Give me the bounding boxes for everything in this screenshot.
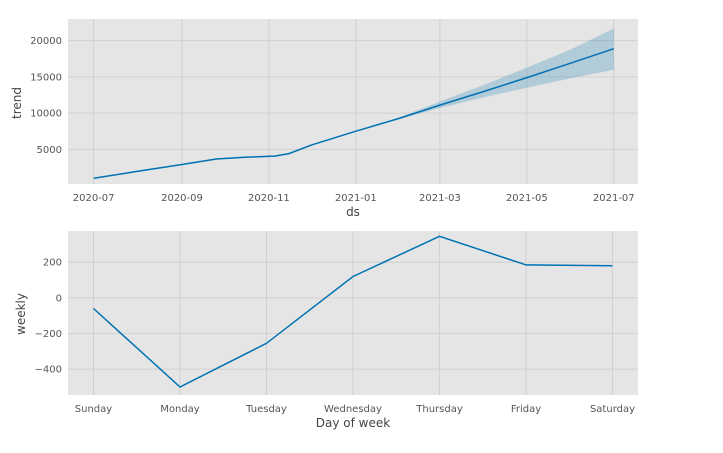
trend-y-tick-label: 20000: [30, 36, 62, 47]
trend-y-tick-label: 5000: [37, 145, 62, 156]
weekly-x-tick-label: Saturday: [590, 404, 635, 415]
trend-x-tick-label: 2020-11: [248, 193, 290, 204]
weekly-x-tick-label: Thursday: [415, 404, 463, 415]
trend-x-tick-labels: 2020-07 2020-09 2020-11 2021-01 2021-03 2021-…: [73, 193, 635, 204]
weekly-y-axis-label: weekly: [14, 293, 28, 335]
weekly-x-tick-label: Tuesday: [245, 404, 287, 415]
trend-plot-area: [68, 19, 638, 184]
weekly-x-axis-label: Day of week: [316, 416, 390, 430]
weekly-y-tick-labels: −400 −200 0 200: [35, 258, 62, 376]
weekly-y-tick-label: 0: [56, 293, 62, 304]
weekly-y-tick-label: −200: [35, 329, 62, 340]
weekly-x-tick-labels: Sunday Monday Tuesday Wednesday Thursday Frid…: [75, 404, 635, 415]
weekly-y-tick-label: −400: [35, 365, 62, 376]
weekly-subplot: Sunday Monday Tuesday Wednesday Thursday Frid…: [14, 231, 638, 430]
trend-y-tick-label: 15000: [30, 72, 62, 83]
trend-line: [93, 47, 615, 179]
trend-x-tick-label: 2021-01: [335, 193, 377, 204]
trend-x-tick-label: 2021-07: [593, 193, 635, 204]
trend-x-axis-label: ds: [346, 205, 360, 219]
trend-y-tick-labels: 5000 10000 15000 20000: [30, 36, 62, 156]
weekly-x-tick-label: Monday: [160, 404, 200, 415]
trend-y-axis-label: trend: [10, 87, 24, 119]
trend-gridlines: [68, 19, 638, 184]
trend-uncertainty-band: [355, 28, 614, 132]
weekly-line: [92, 235, 613, 388]
trend-x-tick-label: 2020-07: [73, 193, 115, 204]
weekly-x-tick-label: Sunday: [75, 404, 112, 415]
trend-x-tick-label: 2021-05: [506, 193, 548, 204]
weekly-gridlines: [68, 231, 638, 395]
trend-x-tick-label: 2021-03: [419, 193, 461, 204]
weekly-y-tick-label: 200: [43, 258, 62, 269]
weekly-x-tick-label: Wednesday: [324, 404, 382, 415]
trend-y-tick-label: 10000: [30, 109, 62, 120]
trend-subplot: 2020-07 2020-09 2020-11 2021-01 2021-03 2021-…: [10, 19, 638, 219]
weekly-x-tick-label: Friday: [511, 404, 541, 415]
trend-x-tick-label: 2020-09: [161, 193, 203, 204]
